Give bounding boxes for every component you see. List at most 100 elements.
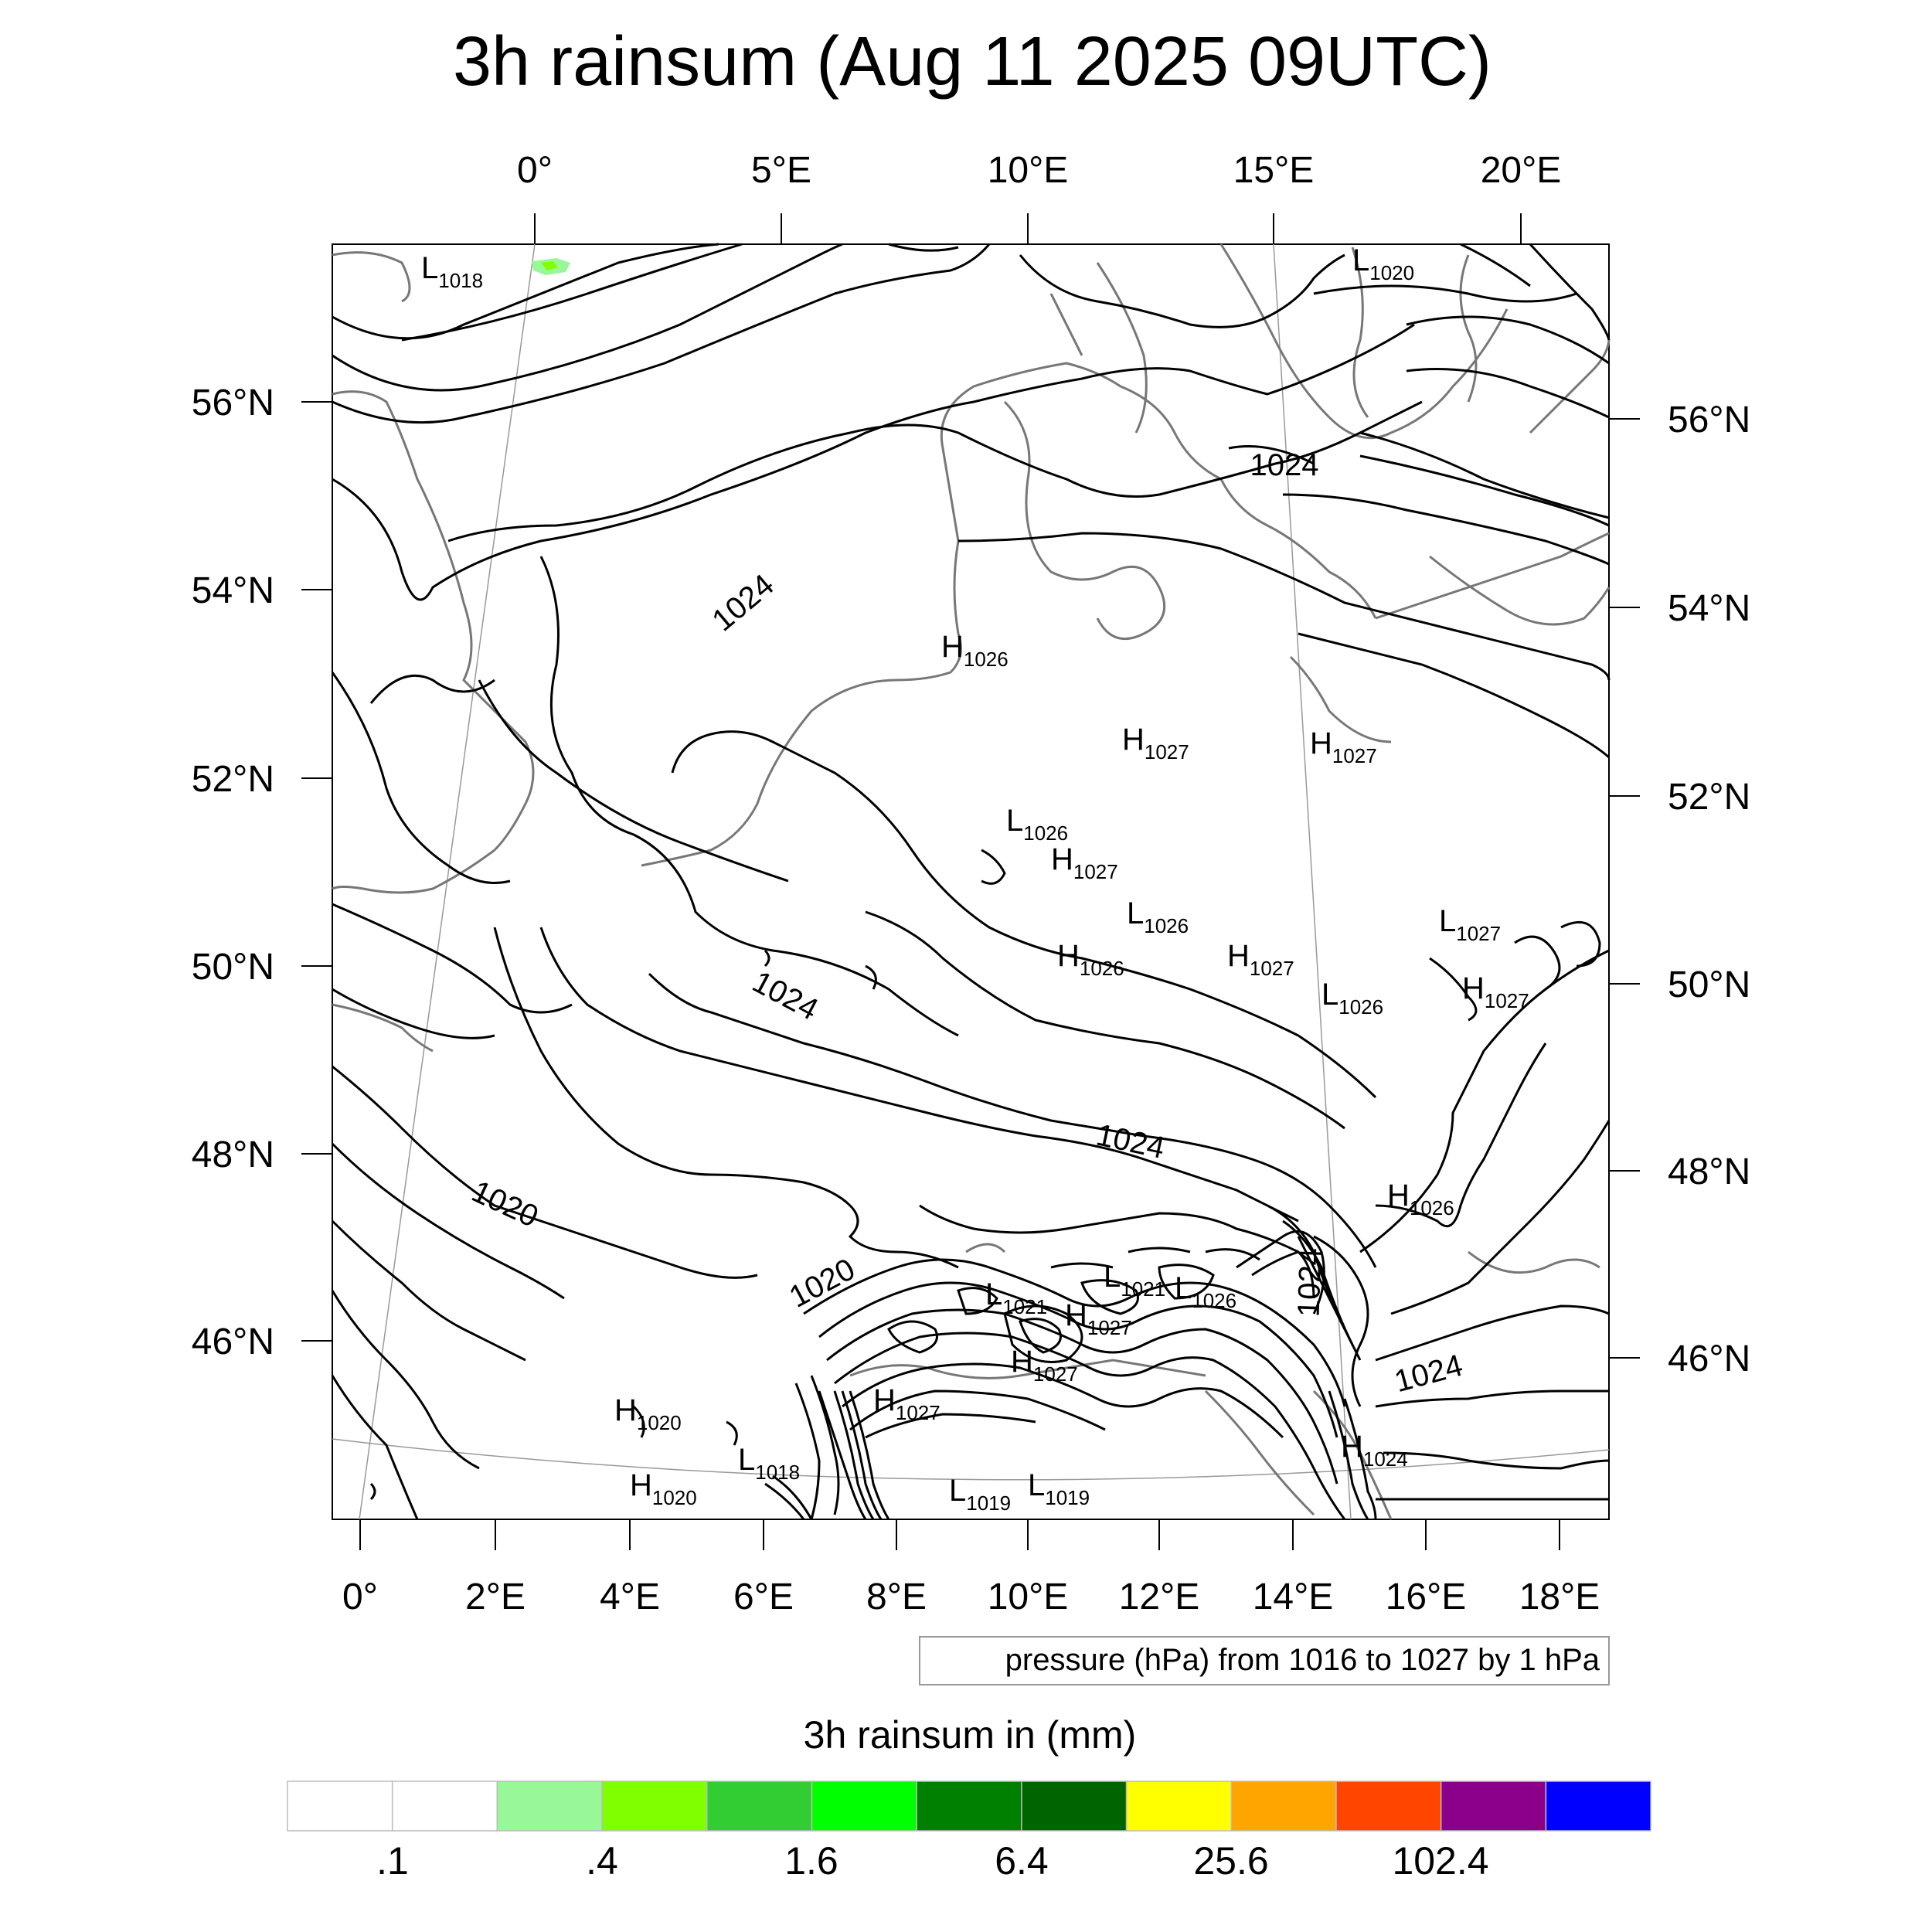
lat-label: 48°N [192,1134,274,1175]
alpine-isobar-cluster [764,1204,1377,1520]
lon-label: 6°E [733,1577,794,1617]
lat-label: 54°N [192,570,274,611]
pressure-center: H1027 [1051,842,1118,883]
pressure-center: H1027 [1011,1345,1078,1386]
pressure-center: H1026 [1387,1179,1454,1219]
lon-label: 0° [517,150,553,191]
svg-text:L1018: L1018 [738,1443,800,1484]
pressure-center: H1027 [1065,1298,1132,1339]
pressure-center: H1027 [1122,723,1189,764]
colorbar-box [706,1781,813,1832]
svg-text:H1027: H1027 [1065,1298,1132,1339]
colorbar-box [1545,1781,1651,1832]
svg-text:L1018: L1018 [421,251,483,292]
axis-ticks [301,213,1640,1550]
svg-text:L1021: L1021 [1104,1260,1165,1301]
lat-label: 46°N [192,1321,274,1362]
svg-text:H1020: H1020 [630,1468,697,1509]
lon-label: 20°E [1481,150,1562,191]
lon-label: 18°E [1519,1577,1600,1617]
colorbar-box [811,1781,917,1832]
lon-label: 14°E [1253,1577,1334,1617]
svg-text:L1026: L1026 [1175,1271,1236,1312]
pressure-center: L1019 [949,1474,1011,1515]
pressure-center: H1020 [614,1393,682,1434]
svg-text:H1027: H1027 [1462,971,1529,1012]
colorbar-box [916,1781,1022,1832]
svg-text:H1027: H1027 [1011,1345,1078,1386]
svg-text:H1027: H1027 [1051,842,1118,883]
contour-info-box: pressure (hPa) from 1016 to 1027 by 1 hP… [919,1636,1610,1685]
colorbar-tick-label: 1.6 [784,1839,838,1883]
colorbar-tick-label: 25.6 [1193,1839,1268,1883]
contour-info-text: pressure (hPa) from 1016 to 1027 by 1 hP… [1005,1643,1600,1677]
lon-label: 15°E [1233,150,1315,191]
pressure-center: L1021 [1104,1260,1165,1301]
left-latitude-labels: 56°N 54°N 52°N 50°N 48°N 46°N [192,383,274,1362]
map-title: 3h rainsum (Aug 11 2025 09UTC) [453,23,1492,100]
map-panel: 1024 1024 1024 1024 1024 1024 1020 1020 … [331,243,1611,1520]
svg-text:L1027: L1027 [1439,904,1501,945]
pressure-center: H1020 [630,1468,697,1509]
colorbar-box [1440,1781,1547,1832]
pressure-center: L1026 [1127,896,1189,937]
lat-label: 52°N [1668,777,1750,818]
pressure-center: L1020 [1352,243,1414,284]
pressure-center: L1027 [1439,904,1501,945]
svg-text:H1027: H1027 [1227,939,1294,980]
coastlines [332,243,1611,1520]
pressure-center: L1019 [1028,1468,1090,1509]
lon-label: 12°E [1119,1577,1200,1617]
pressure-center: H1026 [1057,939,1124,980]
colorbar-tick-label: 102.4 [1392,1839,1488,1883]
lat-label: 54°N [1668,588,1750,629]
svg-text:L1020: L1020 [1352,243,1414,284]
svg-text:H1026: H1026 [1057,939,1124,980]
top-longitude-labels: 0° 5°E 10°E 15°E 20°E [517,150,1561,191]
map-frame [332,243,1610,1520]
pressure-center: H1026 [941,630,1009,671]
lon-label: 2°E [465,1577,526,1617]
lat-label: 46°N [1668,1338,1750,1379]
svg-text:H1020: H1020 [614,1393,682,1434]
colorbar-box [1125,1781,1233,1832]
pressure-center: L1018 [421,251,483,292]
lon-label: 4°E [600,1577,660,1617]
svg-text:H1026: H1026 [1387,1179,1454,1219]
pressure-center: L1026 [1321,978,1383,1019]
lon-label: 0° [342,1577,378,1617]
pressure-center: H1027 [873,1383,940,1424]
svg-text:H1024: H1024 [1341,1430,1408,1471]
isobars [331,243,1611,1520]
lat-label: 48°N [1668,1151,1750,1192]
lat-label: 56°N [192,383,274,423]
contour-label: 1024 [1291,1247,1328,1317]
lat-label: 50°N [1668,964,1750,1005]
right-latitude-labels: 56°N 54°N 52°N 50°N 48°N 46°N [1668,400,1750,1379]
colorbar-title: 3h rainsum in (mm) [804,1713,1137,1757]
pressure-center: L1026 [1006,804,1068,845]
colorbar-box [601,1781,708,1832]
colorbar-box [1230,1781,1337,1832]
svg-text:H1027: H1027 [1310,726,1377,767]
svg-text:H1027: H1027 [1122,723,1189,764]
colorbar-labels: .1 .4 1.6 6.4 25.6 102.4 [376,1839,1488,1883]
lon-label: 5°E [751,150,811,191]
lon-label: 10°E [988,150,1069,191]
colorbar-tick-label: 6.4 [995,1839,1049,1883]
pressure-center: H1024 [1341,1430,1408,1471]
bottom-longitude-labels: 0° 2°E 4°E 6°E 8°E 10°E 12°E 14°E 16°E 1… [342,1577,1600,1617]
svg-text:L1026: L1026 [1127,896,1189,937]
lat-label: 56°N [1668,400,1750,440]
pressure-center: H1027 [1310,726,1377,767]
pressure-centers: L1018 L1020 H1026 H1027 H1027 L1026 H102… [421,243,1529,1515]
colorbar-tick-label: .1 [376,1839,409,1883]
svg-text:L1019: L1019 [1028,1468,1090,1509]
pressure-center: L1026 [1175,1271,1236,1312]
svg-text:L1026: L1026 [1321,978,1383,1019]
pressure-center: L1021 [985,1277,1047,1318]
lat-label: 52°N [192,759,274,800]
colorbar-box [496,1781,603,1832]
lat-label: 50°N [192,947,274,988]
